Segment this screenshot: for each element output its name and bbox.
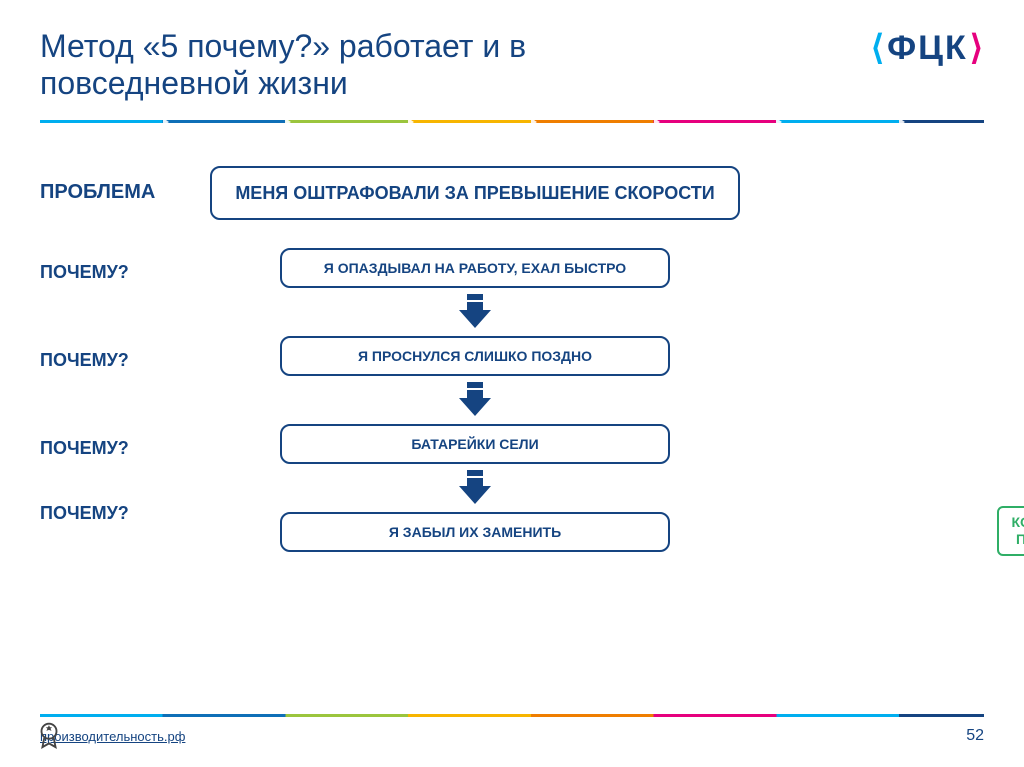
header: Метод «5 почему?» работает и в повседнев… bbox=[40, 28, 984, 102]
footer-row: производительность.рф 52 bbox=[40, 727, 984, 745]
root-cause-box: КОРЕННАЯ ПРИЧИНА bbox=[997, 506, 1024, 556]
step-stack-1: Я ОПАЗДЫВАЛ НА РАБОТУ, ЕХАЛ БЫСТРО bbox=[210, 248, 740, 334]
why-label-2: ПОЧЕМУ? bbox=[40, 350, 210, 371]
step-stack-4: Я ЗАБЫЛ ИХ ЗАМЕНИТЬ bbox=[210, 512, 740, 552]
logo: ⟨ ФЦК ⟩ bbox=[871, 28, 984, 68]
problem-box: МЕНЯ ОШТРАФОВАЛИ ЗА ПРЕВЫШЕНИЕ СКОРОСТИ bbox=[210, 166, 740, 220]
bottom-divider bbox=[40, 714, 984, 717]
step-stack-3: БАТАРЕЙКИ СЕЛИ bbox=[210, 424, 740, 510]
top-divider bbox=[40, 120, 984, 126]
root-cause-line1: КОРЕННАЯ bbox=[1011, 514, 1024, 530]
why-row-2: ПОЧЕМУ? Я ПРОСНУЛСЯ СЛИШКО ПОЗДНО bbox=[40, 336, 984, 422]
why-label-1: ПОЧЕМУ? bbox=[40, 262, 210, 283]
logo-bracket-close: ⟩ bbox=[970, 28, 984, 68]
why-row-1: ПОЧЕМУ? Я ОПАЗДЫВАЛ НА РАБОТУ, ЕХАЛ БЫСТ… bbox=[40, 248, 984, 334]
page-number: 52 bbox=[966, 727, 984, 745]
footer: производительность.рф 52 bbox=[40, 714, 984, 745]
why-row-4: ПОЧЕМУ? Я ЗАБЫЛ ИХ ЗАМЕНИТЬ КОРЕННАЯ ПРИ… bbox=[40, 512, 984, 552]
step-box-3: БАТАРЕЙКИ СЕЛИ bbox=[280, 424, 670, 464]
logo-text: ФЦК bbox=[887, 29, 968, 68]
root-cause-line2: ПРИЧИНА bbox=[1016, 531, 1024, 547]
divider-arrows bbox=[40, 118, 984, 125]
arrow-down-icon bbox=[457, 382, 493, 416]
why-label-4: ПОЧЕМУ? bbox=[40, 503, 210, 524]
problem-label: ПРОБЛЕМА bbox=[40, 181, 210, 204]
ribbon-badge-icon bbox=[34, 719, 64, 749]
arrow-down-icon bbox=[457, 294, 493, 328]
flowchart: ПРОБЛЕМА МЕНЯ ОШТРАФОВАЛИ ЗА ПРЕВЫШЕНИЕ … bbox=[40, 166, 984, 552]
step-box-1: Я ОПАЗДЫВАЛ НА РАБОТУ, ЕХАЛ БЫСТРО bbox=[280, 248, 670, 288]
step-box-4: Я ЗАБЫЛ ИХ ЗАМЕНИТЬ bbox=[280, 512, 670, 552]
why-label-3: ПОЧЕМУ? bbox=[40, 438, 210, 459]
why-row-3: ПОЧЕМУ? БАТАРЕЙКИ СЕЛИ bbox=[40, 424, 984, 510]
logo-bracket-open: ⟨ bbox=[871, 28, 885, 68]
arrow-down-icon bbox=[457, 470, 493, 504]
slide-title: Метод «5 почему?» работает и в повседнев… bbox=[40, 28, 680, 102]
step-stack-2: Я ПРОСНУЛСЯ СЛИШКО ПОЗДНО bbox=[210, 336, 740, 422]
step-box-2: Я ПРОСНУЛСЯ СЛИШКО ПОЗДНО bbox=[280, 336, 670, 376]
problem-row: ПРОБЛЕМА МЕНЯ ОШТРАФОВАЛИ ЗА ПРЕВЫШЕНИЕ … bbox=[40, 166, 984, 220]
slide: Метод «5 почему?» работает и в повседнев… bbox=[0, 0, 1024, 767]
